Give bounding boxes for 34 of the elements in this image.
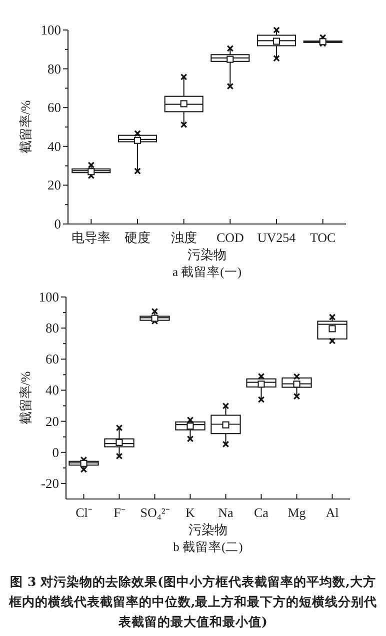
- x-tick-label: F⁻: [114, 505, 125, 520]
- caption: 图 3 对污染物的去除效果(图中小方框代表截留率的平均数,大方框内的横线代表截留率的中位数,最上方和最下方的短横线分别代表截留的最大值和最小值): [8, 573, 378, 631]
- y-tick-label: 20: [48, 178, 62, 193]
- x-tick-label: TOC: [310, 230, 336, 245]
- y-tick-label: 60: [48, 100, 62, 116]
- x-axis-title: 污染物: [188, 522, 228, 537]
- x-tick-label: SO₄²⁻: [140, 505, 170, 520]
- x-tick-label: Mg: [288, 505, 306, 520]
- x-axis-title: 污染物: [188, 247, 226, 262]
- x-tick-label: Cl⁻: [76, 505, 92, 520]
- y-tick-label: 60: [46, 352, 60, 367]
- y-tick-label: 80: [46, 320, 60, 336]
- x-tick-label: Al: [326, 505, 340, 520]
- x-tick-label: 浊度: [170, 230, 197, 245]
- x-tick-label: Na: [218, 505, 234, 520]
- y-axis-title: 截留率/%: [18, 371, 33, 425]
- x-tick-label: Ca: [254, 505, 269, 520]
- y-tick-label: -20: [41, 476, 60, 491]
- x-tick-label: 电导率: [72, 230, 111, 245]
- y-tick-label: 100: [40, 22, 62, 38]
- y-tick-label: 100: [38, 290, 60, 304]
- text: b 截留率(二): [173, 539, 243, 554]
- y-tick-label: 20: [46, 414, 60, 429]
- x-tick-label: 硬度: [124, 230, 150, 245]
- y-tick-label: 40: [46, 382, 60, 398]
- y-tick-label: 40: [48, 138, 62, 154]
- y-tick-label: 80: [48, 61, 62, 76]
- x-tick-label: K: [186, 505, 196, 520]
- x-tick-label: UV254: [257, 230, 296, 245]
- x-tick-label: COD: [216, 230, 244, 245]
- y-tick-label: 0: [54, 216, 62, 232]
- text: a 截留率(一): [172, 264, 242, 279]
- y-tick-label: 0: [52, 444, 60, 460]
- y-axis-title: 截留率/%: [18, 100, 33, 154]
